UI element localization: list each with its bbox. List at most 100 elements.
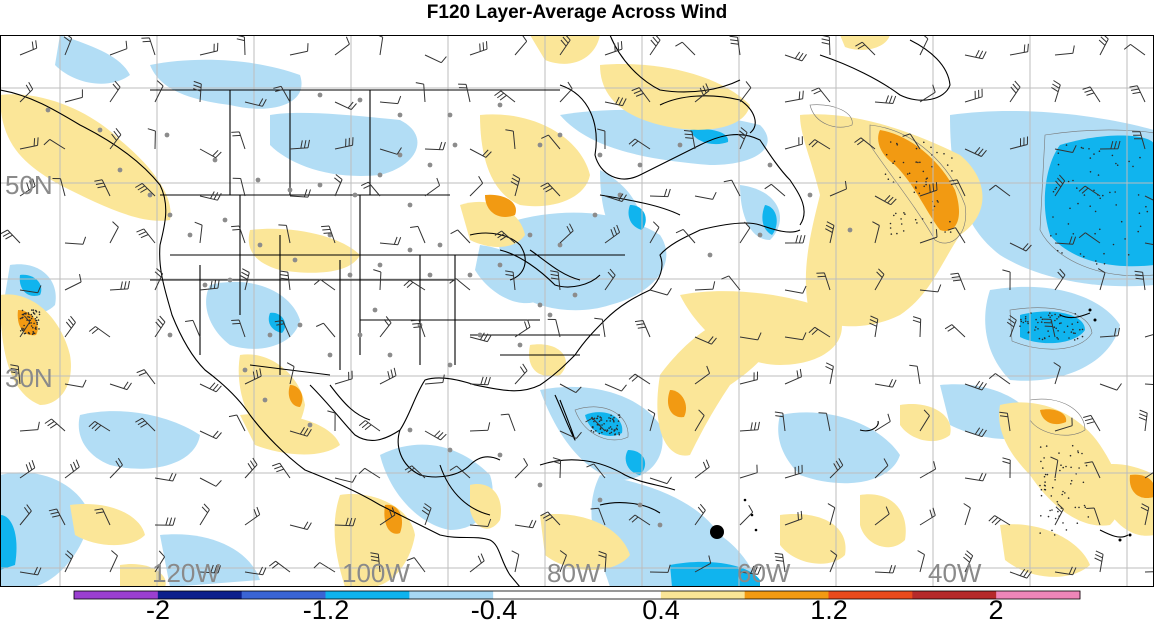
wind-barb	[874, 458, 889, 479]
station-dot	[452, 142, 458, 148]
lon-label-120w: 120W	[152, 558, 220, 587]
wind-barb	[410, 225, 426, 244]
wind-barb	[19, 315, 31, 338]
station-dot	[637, 162, 643, 168]
wind-barb	[1098, 36, 1109, 56]
wind-barb	[739, 505, 754, 526]
wind-barb	[631, 87, 651, 103]
strong-negative-anomaly-fill	[1, 129, 1153, 586]
wind-barb	[604, 268, 616, 291]
wind-barb	[289, 43, 309, 56]
wind-barb	[739, 371, 758, 385]
station-dot	[357, 97, 363, 103]
wind-barb	[1099, 140, 1121, 150]
station-dot	[292, 257, 298, 263]
wind-barb	[231, 131, 246, 150]
wind-barb	[739, 221, 751, 244]
wind-barb	[874, 564, 896, 574]
wind-barb	[154, 517, 176, 526]
wind-barb	[949, 179, 966, 197]
wind-barb	[988, 515, 1011, 526]
wind-barb	[403, 279, 426, 291]
wind-barb	[784, 510, 803, 526]
colorbar-bin	[74, 591, 159, 599]
wind-barb	[694, 459, 710, 479]
wind-barb	[19, 40, 38, 56]
station-dot	[327, 352, 333, 358]
wind-barb	[919, 461, 937, 479]
wind-barb	[273, 85, 291, 103]
wind-barb	[358, 420, 381, 432]
station-dot	[757, 232, 763, 238]
wind-barb	[1054, 45, 1075, 56]
wind-barb	[514, 363, 528, 385]
wind-barb	[874, 506, 890, 526]
wind-barb	[194, 221, 203, 244]
wind-barb	[808, 139, 831, 150]
wind-barb	[404, 465, 426, 479]
wind-barb	[43, 138, 66, 150]
wind-barb	[109, 381, 132, 391]
station-dot	[227, 277, 233, 283]
wind-barb	[268, 560, 291, 573]
wind-barb	[379, 95, 402, 105]
wind-barb	[1054, 566, 1077, 576]
station-dot	[97, 127, 103, 133]
wind-barb	[136, 228, 156, 244]
map-panel: 50N 30N 120W 100W 80W 60W 40W	[0, 35, 1154, 587]
wind-barb	[964, 88, 983, 103]
wind-barb	[185, 319, 201, 338]
station-dot	[317, 182, 323, 188]
wind-barb	[829, 458, 844, 479]
wind-barb	[919, 284, 942, 293]
wind-barb	[550, 270, 561, 291]
station-dot	[807, 192, 813, 198]
wind-barb	[774, 552, 786, 573]
significance-stippling	[19, 141, 1149, 536]
wind-barb	[511, 550, 520, 573]
wind-barb	[1009, 80, 1021, 103]
wind-barb	[947, 227, 966, 244]
wind-barb	[784, 234, 806, 244]
wind-barb	[469, 332, 492, 343]
station-dot	[317, 92, 323, 98]
wind-barb	[1054, 503, 1064, 526]
wind-barb	[1083, 414, 1101, 432]
wind-barb	[816, 272, 831, 291]
wind-barb	[855, 41, 876, 56]
wind-barb	[244, 368, 262, 385]
wind-barb	[1050, 456, 1059, 479]
wind-barb	[424, 177, 441, 197]
wind-barb	[424, 374, 445, 385]
wind-barb	[586, 463, 606, 479]
wind-barb	[315, 322, 336, 338]
wind-barb	[458, 83, 471, 103]
wind-barb	[514, 319, 531, 338]
wind-barb	[240, 268, 250, 291]
wind-barb	[829, 180, 847, 197]
storm-center-marker	[710, 525, 724, 539]
wind-barb	[694, 83, 710, 103]
wind-barb	[289, 139, 310, 150]
wind-barb	[136, 369, 156, 385]
wind-barb	[199, 191, 222, 201]
wind-barb	[604, 193, 627, 202]
wind-barb	[135, 182, 156, 197]
wind-barb	[919, 409, 930, 432]
station-dot	[357, 332, 363, 338]
wind-barb	[424, 54, 447, 64]
wind-barb	[231, 225, 246, 244]
wind-barb	[559, 383, 582, 394]
wind-barb	[64, 236, 87, 245]
wind-barb	[919, 36, 929, 56]
wind-barb	[585, 417, 606, 432]
wind-barb	[64, 550, 74, 573]
strong-positive-anomaly-fill	[17, 130, 1153, 534]
wind-barb	[494, 230, 516, 244]
wind-barb	[109, 221, 119, 244]
lon-label-60w: 60W	[737, 558, 791, 587]
wind-barb	[1082, 86, 1101, 103]
wind-barb	[1006, 315, 1017, 338]
wind-barb	[647, 409, 656, 432]
wind-barb	[63, 36, 73, 56]
